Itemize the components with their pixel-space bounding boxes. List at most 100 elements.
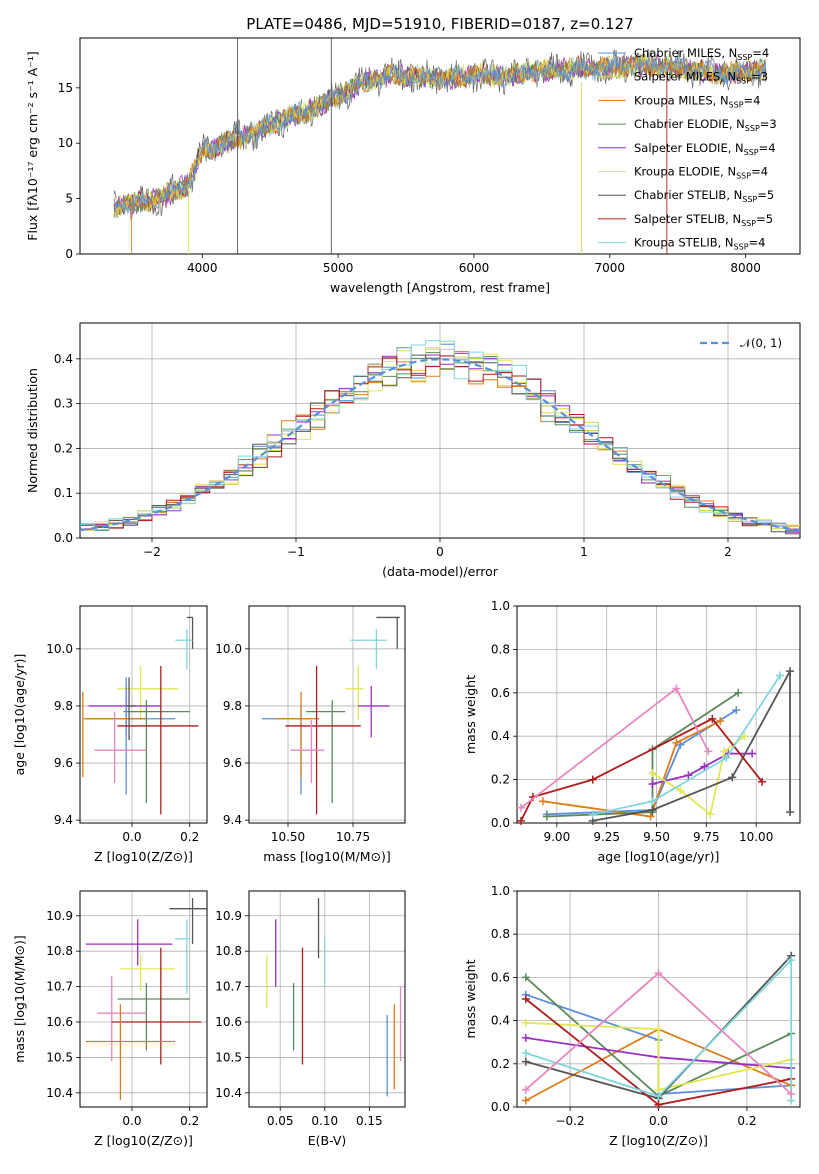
weight-marker [654,969,663,978]
y-tick-label: 10.8 [46,944,73,958]
plot-frame [516,605,801,824]
x-tick-label: 0.0 [122,1114,141,1128]
y-tick-label: 9.8 [54,699,73,713]
x-tick-label: 0.0 [122,830,141,844]
y-tick-label: 0.2 [491,1057,510,1071]
y-tick-label: 0.2 [491,773,510,787]
weight-marker [542,812,551,821]
y-tick-label: 10.8 [215,944,242,958]
normal-curve [79,358,801,532]
y-tick-label: 9.4 [54,813,73,827]
legend-entry: Kroupa ELODIE, NSSP=4 [634,165,768,181]
plot-frame [248,890,406,1108]
x-tick-label: 9.00 [543,830,570,844]
plot-frame [79,322,801,539]
y-tick-label: 0.4 [54,352,73,366]
weight-marker [521,1049,530,1057]
weight-marker [734,688,743,697]
chart-title: PLATE=0486, MJD=51910, FIBERID=0187, z=0… [246,15,633,33]
x-tick-label: 6000 [459,261,490,275]
x-axis-label: Z [log10(Z/Z⊙)] [609,1133,708,1148]
legend-entry: Salpeter ELODIE, NSSP=4 [634,141,776,157]
y-tick-label: 10.0 [215,642,242,656]
weight-marker [648,769,657,778]
y-tick-label: 9.6 [54,756,73,770]
weight-marker [588,775,597,784]
y-tick-label: 0.8 [491,927,510,941]
y-tick-label: 0 [65,247,73,261]
weight-marker [676,786,685,795]
weight-marker [521,1057,530,1066]
y-tick-label: 15 [58,81,73,95]
plot-frame [79,37,801,255]
x-tick-label: 1 [580,545,588,559]
weight-marker [516,803,525,812]
y-axis-label: mass [log10(M/M⊙)] [12,935,27,1063]
weight-marker [787,1090,796,1099]
weight-marker [521,1096,530,1105]
y-tick-label: 0.6 [491,686,510,700]
x-tick-label: 4000 [187,261,218,275]
y-tick-label: 0.0 [491,1100,510,1114]
y-tick-label: 9.8 [223,699,242,713]
weight-marker [521,1085,530,1094]
y-tick-label: 10.0 [46,642,73,656]
weight-marker [648,779,657,788]
weight-line-4 [525,1021,792,1091]
x-tick-label: −0.2 [555,1114,584,1128]
legend-entry: Kroupa MILES, NSSP=4 [634,93,760,109]
x-tick-label: 2 [724,545,732,559]
y-tick-label: 5 [65,192,73,206]
x-axis-label: age [log10(age/yr)] [598,849,720,864]
x-tick-label: 8000 [730,261,761,275]
y-tick-label: 10 [58,136,73,150]
y-tick-label: 1.0 [491,884,510,898]
x-axis-label: Z [log10(Z/Z⊙)] [94,1133,193,1148]
y-tick-label: 0.3 [54,397,73,411]
weight-marker [648,805,657,814]
weight-line-7 [592,674,781,816]
x-tick-label: 9.25 [593,830,620,844]
y-tick-label: 9.6 [223,756,242,770]
weight-marker [708,714,717,723]
y-tick-label: 0.6 [491,970,510,984]
legend-entry: 𝒩(0, 1) [740,336,782,350]
weight-marker [654,1100,663,1109]
weight-marker [516,816,525,825]
y-tick-label: 10.4 [46,1086,73,1100]
y-tick-label: 10.6 [215,1015,242,1029]
x-tick-label: 5000 [323,261,354,275]
y-tick-label: 0.0 [54,531,73,545]
x-tick-label: 0.2 [737,1114,756,1128]
y-tick-label: 0.8 [491,642,510,656]
x-tick-label: 10.75 [336,830,370,844]
weight-marker [521,1018,530,1027]
weight-marker [720,747,729,756]
legend-entry: Chabrier MILES, NSSP=4 [634,46,769,62]
x-tick-label: 0.0 [649,1114,668,1128]
weight-marker [704,747,713,756]
y-tick-label: 0.4 [491,729,510,743]
y-tick-label: 10.6 [46,1015,73,1029]
y-tick-label: 0.4 [491,1014,510,1028]
x-tick-label: 0.05 [267,1114,294,1128]
weight-line-0 [546,709,737,816]
x-tick-label: −2 [143,545,161,559]
histogram-5 [80,343,800,531]
y-tick-label: 10.5 [215,1050,242,1064]
weight-marker [672,684,681,693]
y-tick-label: 0.1 [54,486,73,500]
weight-marker [706,810,715,819]
y-axis-label: age [log10(age/yr)] [12,654,27,776]
x-tick-label: 10.50 [271,830,305,844]
weight-marker [648,797,657,806]
y-tick-label: 10.4 [215,1086,242,1100]
legend-entry: Salpeter STELIB, NSSP=5 [634,212,773,228]
x-axis-label: E(B-V) [308,1133,347,1148]
weight-marker [684,771,693,780]
weight-marker [748,749,757,758]
legend-entry: Kroupa STELIB, NSSP=4 [634,236,765,252]
weight-marker [538,797,547,806]
legend-entry: Chabrier STELIB, NSSP=5 [634,188,774,204]
